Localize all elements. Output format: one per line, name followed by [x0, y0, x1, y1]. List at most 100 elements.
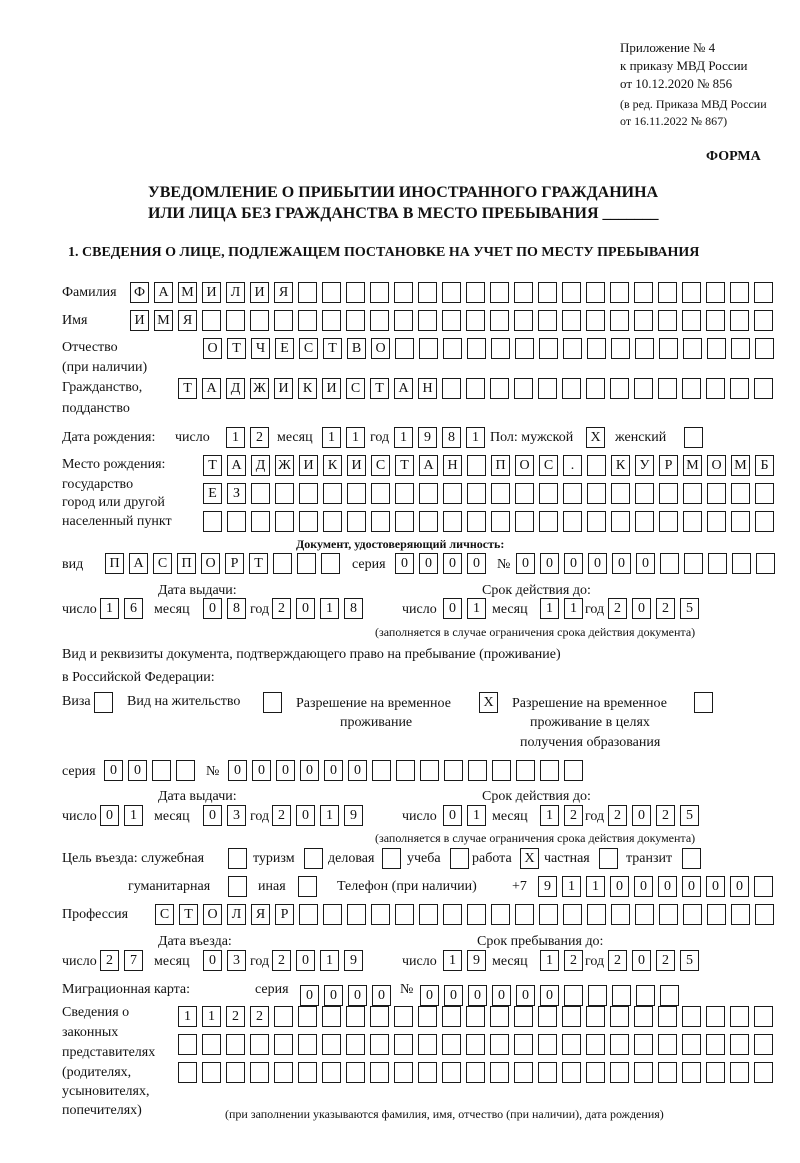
- reps-row1-cell[interactable]: [442, 1006, 461, 1027]
- surname-cell[interactable]: [514, 282, 533, 303]
- citizenship-cell[interactable]: [706, 378, 725, 399]
- name-cell[interactable]: [634, 310, 653, 331]
- profession-cell[interactable]: [731, 904, 750, 925]
- entry-day-cell[interactable]: 7: [124, 950, 143, 971]
- id-number-cell[interactable]: [756, 553, 775, 574]
- birthplace-row3-cell[interactable]: [755, 511, 774, 532]
- reps-row2-cell[interactable]: [226, 1034, 245, 1055]
- birthplace-row2-cell[interactable]: З: [227, 483, 246, 504]
- purpose-humanitarian-cell[interactable]: [228, 876, 247, 897]
- surname-cell[interactable]: И: [250, 282, 269, 303]
- mc-number-cell[interactable]: [588, 985, 607, 1006]
- right-number-cell[interactable]: [396, 760, 415, 781]
- birthplace-row3-cell[interactable]: [323, 511, 342, 532]
- mc-series-cell[interactable]: 0: [300, 985, 319, 1006]
- id-valid-day-cell[interactable]: 0: [443, 598, 462, 619]
- name-cell[interactable]: [346, 310, 365, 331]
- reps-row2-cell[interactable]: [202, 1034, 221, 1055]
- birthplace-row2-cell[interactable]: [635, 483, 654, 504]
- reps-row1-cell[interactable]: 1: [178, 1006, 197, 1027]
- reps-row1-cell[interactable]: [394, 1006, 413, 1027]
- phone-cell[interactable]: 1: [586, 876, 605, 897]
- profession-cell[interactable]: Р: [275, 904, 294, 925]
- patronymic-cell[interactable]: [587, 338, 606, 359]
- reps-row1-cell[interactable]: [514, 1006, 533, 1027]
- right-visa-cell[interactable]: [94, 692, 113, 713]
- surname-cell[interactable]: [490, 282, 509, 303]
- reps-row2-cell[interactable]: [682, 1034, 701, 1055]
- patronymic-cell[interactable]: С: [299, 338, 318, 359]
- birthplace-row3-cell[interactable]: [707, 511, 726, 532]
- birthplace-row3-cell[interactable]: [371, 511, 390, 532]
- citizenship-cell[interactable]: [730, 378, 749, 399]
- id-kind-cell[interactable]: Т: [249, 553, 268, 574]
- birthplace-row1-cell[interactable]: [587, 455, 606, 476]
- birthplace-row1-cell[interactable]: К: [323, 455, 342, 476]
- name-cell[interactable]: [586, 310, 605, 331]
- reps-row1-cell[interactable]: 2: [226, 1006, 245, 1027]
- reps-row1-cell[interactable]: [706, 1006, 725, 1027]
- birthplace-row1-cell[interactable]: .: [563, 455, 582, 476]
- reps-row3-cell[interactable]: [274, 1062, 293, 1083]
- purpose-private-cell[interactable]: [599, 848, 618, 869]
- patronymic-cell[interactable]: [419, 338, 438, 359]
- patronymic-cell[interactable]: Ч: [251, 338, 270, 359]
- right-valid-month-cell[interactable]: 2: [564, 805, 583, 826]
- profession-cell[interactable]: С: [155, 904, 174, 925]
- id-series-cell[interactable]: 0: [419, 553, 438, 574]
- birthplace-row3-cell[interactable]: [491, 511, 510, 532]
- citizenship-cell[interactable]: [586, 378, 605, 399]
- id-issue-day-cell[interactable]: 6: [124, 598, 143, 619]
- patronymic-cell[interactable]: [635, 338, 654, 359]
- right-issue-year-cell[interactable]: 2: [272, 805, 291, 826]
- patronymic-cell[interactable]: О: [371, 338, 390, 359]
- citizenship-cell[interactable]: С: [346, 378, 365, 399]
- name-cell[interactable]: [514, 310, 533, 331]
- surname-cell[interactable]: [682, 282, 701, 303]
- citizenship-cell[interactable]: А: [394, 378, 413, 399]
- entry-year-cell[interactable]: 0: [296, 950, 315, 971]
- purpose-business-cell[interactable]: [382, 848, 401, 869]
- birth-day-cell[interactable]: 1: [226, 427, 245, 448]
- reps-row2-cell[interactable]: [538, 1034, 557, 1055]
- phone-cell[interactable]: 0: [706, 876, 725, 897]
- birthplace-row1-cell[interactable]: Т: [395, 455, 414, 476]
- right-series-cell[interactable]: 0: [128, 760, 147, 781]
- patronymic-cell[interactable]: [395, 338, 414, 359]
- birth-year-cell[interactable]: 1: [466, 427, 485, 448]
- right-issue-day-cell[interactable]: 1: [124, 805, 143, 826]
- profession-cell[interactable]: [467, 904, 486, 925]
- surname-cell[interactable]: А: [154, 282, 173, 303]
- citizenship-cell[interactable]: [658, 378, 677, 399]
- birth-year-cell[interactable]: 9: [418, 427, 437, 448]
- birthplace-row3-cell[interactable]: [635, 511, 654, 532]
- reps-row3-cell[interactable]: [610, 1062, 629, 1083]
- surname-cell[interactable]: Л: [226, 282, 245, 303]
- reps-row1-cell[interactable]: [682, 1006, 701, 1027]
- profession-cell[interactable]: [491, 904, 510, 925]
- citizenship-cell[interactable]: [562, 378, 581, 399]
- patronymic-cell[interactable]: [707, 338, 726, 359]
- patronymic-cell[interactable]: [659, 338, 678, 359]
- reps-row2-cell[interactable]: [466, 1034, 485, 1055]
- reps-row2-cell[interactable]: [610, 1034, 629, 1055]
- reps-row3-cell[interactable]: [250, 1062, 269, 1083]
- phone-cell[interactable]: 0: [682, 876, 701, 897]
- surname-cell[interactable]: [730, 282, 749, 303]
- reps-row1-cell[interactable]: [754, 1006, 773, 1027]
- phone-cell[interactable]: 9: [538, 876, 557, 897]
- id-valid-year-cell[interactable]: 2: [608, 598, 627, 619]
- birthplace-row1-cell[interactable]: С: [539, 455, 558, 476]
- name-cell[interactable]: [394, 310, 413, 331]
- id-kind-cell[interactable]: П: [105, 553, 124, 574]
- entry-month-cell[interactable]: 0: [203, 950, 222, 971]
- name-cell[interactable]: М: [154, 310, 173, 331]
- birthplace-row2-cell[interactable]: [731, 483, 750, 504]
- citizenship-cell[interactable]: Т: [178, 378, 197, 399]
- birthplace-row2-cell[interactable]: [395, 483, 414, 504]
- right-number-cell[interactable]: [540, 760, 559, 781]
- name-cell[interactable]: [658, 310, 677, 331]
- id-issue-year-cell[interactable]: 2: [272, 598, 291, 619]
- citizenship-cell[interactable]: [538, 378, 557, 399]
- phone-cell[interactable]: 0: [610, 876, 629, 897]
